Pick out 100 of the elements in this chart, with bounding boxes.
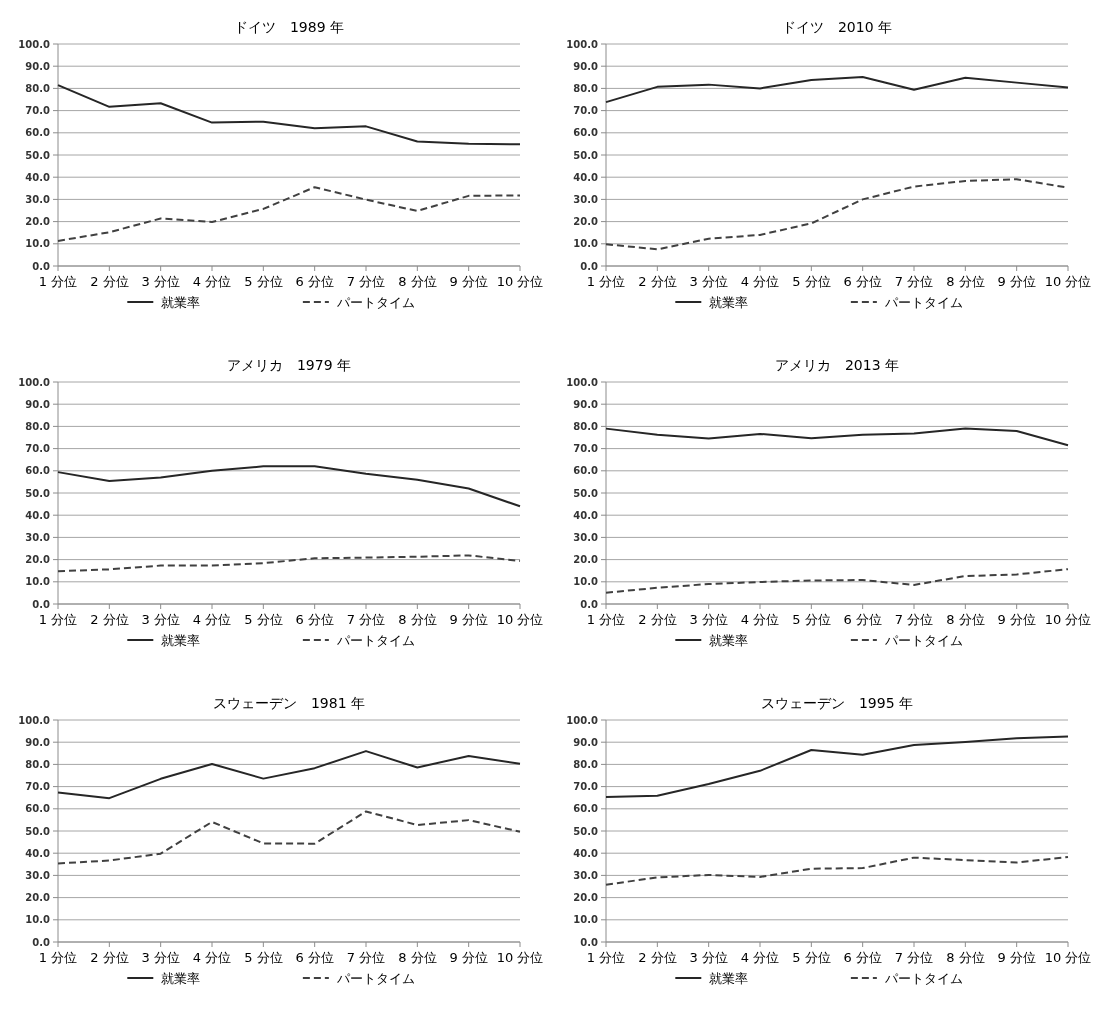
chart-title: アメリカ 2013 年 <box>774 357 900 373</box>
y-tick-label: 20.0 <box>25 554 51 566</box>
x-tick-label: 3 分位 <box>689 950 728 965</box>
x-tick-label: 6 分位 <box>295 612 334 627</box>
x-tick-label: 1 分位 <box>38 612 78 627</box>
x-tick-label: 9 分位 <box>449 274 488 289</box>
y-tick-label: 30.0 <box>573 193 599 205</box>
x-tick-label: 6 分位 <box>843 274 882 289</box>
y-tick-label: 50.0 <box>25 487 51 499</box>
y-tick-label: 20.0 <box>25 892 51 904</box>
x-tick-label: 1 分位 <box>586 274 626 289</box>
chart-title: スウェーデン 1995 年 <box>760 695 914 711</box>
legend-label: 就業率 <box>709 632 749 648</box>
y-tick-label: 40.0 <box>25 847 51 859</box>
x-tick-label: 8 分位 <box>946 950 985 965</box>
x-tick-label: 5 分位 <box>244 950 283 965</box>
line-series <box>57 750 521 800</box>
line-series <box>605 76 1069 104</box>
y-tick-label: 60.0 <box>573 465 599 477</box>
x-tick-label: 2 分位 <box>90 274 129 289</box>
x-tick-label: 10 分位 <box>1044 274 1092 289</box>
y-tick-label: 50.0 <box>25 149 51 161</box>
x-tick-label: 5 分位 <box>792 612 831 627</box>
chart-title: ドイツ 2010 年 <box>781 19 893 35</box>
x-tick-label: 3 分位 <box>689 274 728 289</box>
x-tick-label: 3 分位 <box>689 612 728 627</box>
line-series <box>57 465 521 508</box>
y-tick-label: 90.0 <box>573 736 599 748</box>
x-tick-label: 4 分位 <box>740 950 780 965</box>
y-tick-label: 60.0 <box>25 803 51 815</box>
x-tick-label: 7 分位 <box>346 274 386 289</box>
x-tick-label: 2 分位 <box>638 950 677 965</box>
y-tick-label: 20.0 <box>573 216 599 228</box>
y-tick-label: 10.0 <box>25 914 51 926</box>
legend-label: 就業率 <box>709 970 749 986</box>
y-tick-label: 100.0 <box>18 714 51 726</box>
y-tick-label: 10.0 <box>25 238 51 250</box>
y-tick-label: 60.0 <box>573 803 599 815</box>
x-tick-label: 4 分位 <box>192 612 232 627</box>
x-tick-label: 4 分位 <box>740 274 780 289</box>
y-tick-label: 0.0 <box>580 936 599 948</box>
x-tick-label: 2 分位 <box>90 950 129 965</box>
y-tick-label: 40.0 <box>25 171 51 183</box>
y-tick-label: 20.0 <box>573 892 599 904</box>
y-tick-label: 90.0 <box>573 398 599 410</box>
x-tick-label: 10 分位 <box>496 950 544 965</box>
y-tick-label: 70.0 <box>25 443 51 455</box>
y-tick-label: 0.0 <box>580 260 599 272</box>
y-tick-label: 10.0 <box>573 576 599 588</box>
x-tick-label: 10 分位 <box>1044 950 1092 965</box>
y-tick-label: 10.0 <box>573 914 599 926</box>
y-tick-label: 30.0 <box>25 869 51 881</box>
y-tick-label: 0.0 <box>32 598 51 610</box>
x-tick-label: 1 分位 <box>586 950 626 965</box>
line-series <box>57 84 521 146</box>
y-tick-label: 100.0 <box>566 714 599 726</box>
y-tick-label: 10.0 <box>573 238 599 250</box>
x-tick-label: 1 分位 <box>38 950 78 965</box>
y-tick-label: 60.0 <box>573 127 599 139</box>
y-tick-label: 90.0 <box>25 398 51 410</box>
y-tick-label: 50.0 <box>573 149 599 161</box>
y-tick-label: 40.0 <box>573 171 599 183</box>
x-tick-label: 7 分位 <box>894 274 934 289</box>
x-tick-label: 9 分位 <box>997 612 1036 627</box>
x-tick-label: 10 分位 <box>1044 612 1092 627</box>
x-tick-label: 3 分位 <box>141 274 180 289</box>
y-tick-label: 10.0 <box>25 576 51 588</box>
x-tick-label: 2 分位 <box>638 274 677 289</box>
x-tick-label: 9 分位 <box>449 950 488 965</box>
chart-title: アメリカ 1979 年 <box>226 357 352 373</box>
x-tick-label: 7 分位 <box>894 612 934 627</box>
x-tick-label: 4 分位 <box>192 950 232 965</box>
y-tick-label: 100.0 <box>18 376 51 388</box>
y-tick-label: 30.0 <box>573 869 599 881</box>
x-tick-label: 5 分位 <box>244 612 283 627</box>
y-tick-label: 60.0 <box>25 465 51 477</box>
legend-label: 就業率 <box>161 632 201 648</box>
line-series <box>605 568 1069 594</box>
y-tick-label: 90.0 <box>25 60 51 72</box>
legend-label: 就業率 <box>709 294 749 310</box>
x-tick-label: 8 分位 <box>398 950 437 965</box>
y-tick-label: 40.0 <box>25 509 51 521</box>
x-tick-label: 8 分位 <box>946 274 985 289</box>
y-tick-label: 30.0 <box>25 193 51 205</box>
x-tick-label: 4 分位 <box>192 274 232 289</box>
x-tick-label: 6 分位 <box>295 274 334 289</box>
legend-label: パートタイム <box>335 294 415 310</box>
y-tick-label: 80.0 <box>25 420 51 432</box>
line-series <box>57 810 521 865</box>
y-tick-label: 100.0 <box>18 38 51 50</box>
y-tick-label: 30.0 <box>573 531 599 543</box>
y-tick-label: 90.0 <box>25 736 51 748</box>
y-tick-label: 80.0 <box>25 758 51 770</box>
line-series <box>605 427 1069 447</box>
y-tick-label: 50.0 <box>573 487 599 499</box>
x-tick-label: 6 分位 <box>843 950 882 965</box>
y-tick-label: 0.0 <box>32 260 51 272</box>
x-tick-label: 8 分位 <box>398 274 437 289</box>
x-tick-label: 2 分位 <box>638 612 677 627</box>
x-tick-label: 9 分位 <box>997 274 1036 289</box>
